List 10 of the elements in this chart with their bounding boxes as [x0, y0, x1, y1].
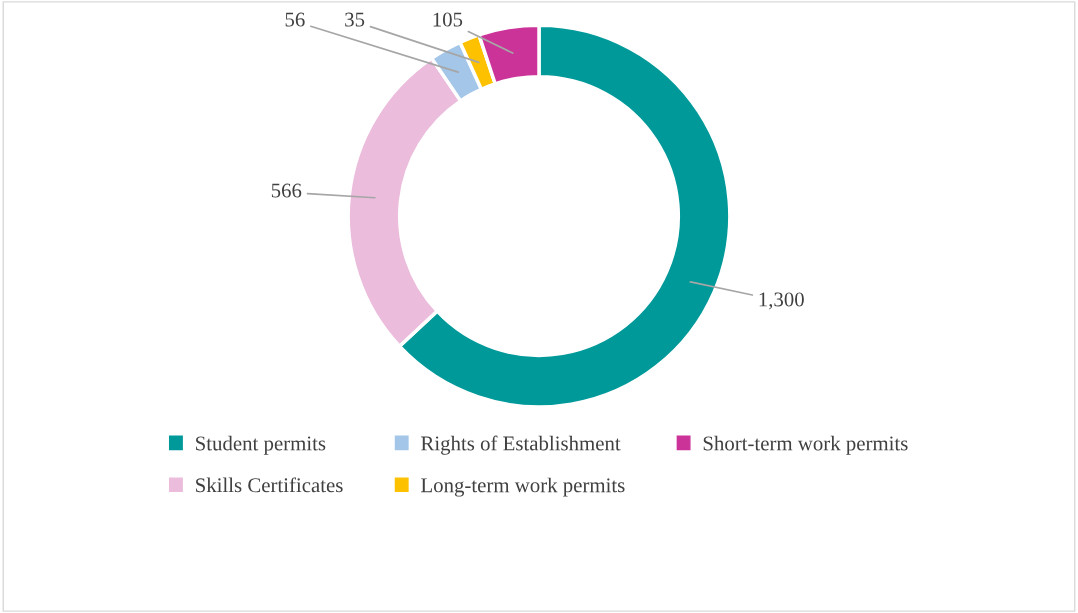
data-label: 105 — [433, 12, 463, 27]
data-label: 566 — [271, 183, 302, 198]
legend-label: Long-term work permits — [421, 477, 625, 497]
legend-label: Rights of Establishment — [421, 435, 621, 455]
data-label: 35 — [345, 12, 365, 27]
legend-label: Student permits — [196, 435, 326, 455]
legend-label: Short-term work permits — [703, 435, 908, 455]
legend-label: Skills Certificates — [196, 477, 343, 493]
data-label: 1,300 — [759, 292, 804, 310]
data-label: 56 — [285, 12, 305, 27]
